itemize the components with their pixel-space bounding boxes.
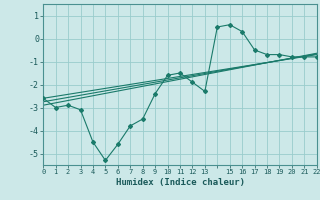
X-axis label: Humidex (Indice chaleur): Humidex (Indice chaleur) [116,178,244,187]
